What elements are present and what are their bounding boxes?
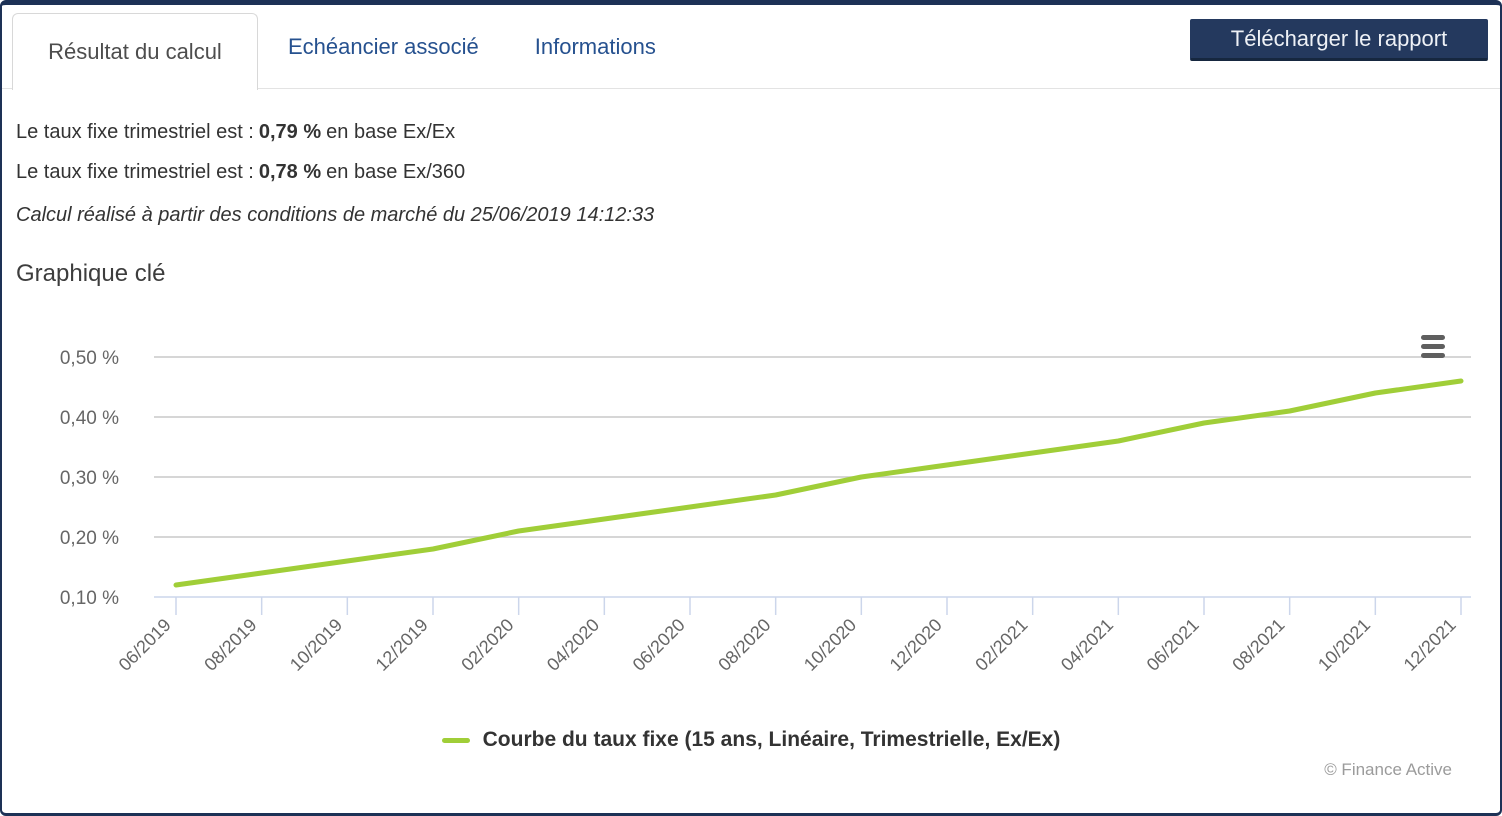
chart-context-menu-button[interactable] — [1421, 335, 1445, 358]
x-axis-label: 06/2021 — [1143, 615, 1203, 675]
rate-chart: 0,10 % 0,20 % 0,30 % 0,40 % 0,50 % 06/2019 08/… — [28, 320, 1474, 782]
x-axis-label: 08/2021 — [1228, 615, 1288, 675]
result-content: Le taux fixe trimestriel est :0,79 % en b… — [2, 121, 1500, 782]
x-axis-label: 10/2019 — [286, 615, 346, 675]
x-axis-label: 10/2020 — [800, 615, 860, 675]
tab-echeancier-associe[interactable]: Echéancier associé — [260, 5, 507, 89]
x-axis-label: 12/2019 — [372, 615, 432, 675]
x-axis-label: 02/2020 — [457, 615, 517, 675]
rate-prefix: Le taux fixe trimestriel est : — [16, 121, 254, 143]
rate-value: 0,78 % — [258, 161, 322, 183]
tab-resultat-du-calcul[interactable]: Résultat du calcul — [12, 13, 258, 90]
legend-label: Courbe du taux fixe (15 ans, Linéaire, T… — [482, 728, 1061, 751]
y-axis-label: 0,20 % — [60, 528, 119, 549]
y-axis-label: 0,40 % — [60, 408, 119, 429]
download-report-button[interactable]: Télécharger le rapport — [1190, 19, 1488, 61]
x-axis-label: 04/2021 — [1057, 615, 1117, 675]
hamburger-icon — [1421, 335, 1445, 340]
chart-legend-item[interactable]: Courbe du taux fixe (15 ans, Linéaire, T… — [28, 728, 1474, 752]
tab-informations[interactable]: Informations — [507, 5, 684, 89]
chart-credits[interactable]: © Finance Active — [1324, 760, 1452, 779]
rate-suffix: en base Ex/Ex — [326, 121, 456, 143]
rate-prefix: Le taux fixe trimestriel est : — [16, 161, 254, 183]
x-axis-label: 06/2019 — [115, 615, 175, 675]
tab-label: Echéancier associé — [288, 34, 479, 59]
y-axis-label: 0,30 % — [60, 468, 119, 489]
rate-suffix: en base Ex/360 — [326, 161, 466, 183]
fixed-rate-line-exex: Le taux fixe trimestriel est :0,79 % en b… — [16, 121, 1486, 144]
x-axis-label: 08/2020 — [714, 615, 774, 675]
rate-curve-line — [173, 378, 1464, 588]
market-conditions-note: Calcul réalisé à partir des conditions d… — [16, 204, 655, 226]
rate-chart-svg: 0,10 % 0,20 % 0,30 % 0,40 % 0,50 % 06/2019 08/… — [60, 348, 1471, 675]
x-axis-label: 12/2021 — [1400, 615, 1460, 675]
tab-label: Informations — [534, 34, 656, 59]
x-axis-label: 06/2020 — [629, 615, 689, 675]
x-axis-label: 08/2019 — [200, 615, 260, 675]
x-axis-label: 04/2020 — [543, 615, 603, 675]
hamburger-icon — [1421, 353, 1445, 358]
x-axis-label: 02/2021 — [971, 615, 1031, 675]
chart-section-title: Graphique clé — [16, 260, 166, 287]
tab-bar: Résultat du calcul Echéancier associé In… — [2, 5, 1500, 90]
y-axis-label: 0,10 % — [60, 588, 119, 609]
y-axis-label: 0,50 % — [60, 348, 119, 369]
tab-label: Résultat du calcul — [48, 39, 222, 64]
legend-line-swatch — [441, 737, 470, 743]
rate-value: 0,79 % — [258, 121, 322, 143]
x-axis-label: 12/2020 — [886, 615, 946, 675]
x-axis-label: 10/2021 — [1314, 615, 1374, 675]
hamburger-icon — [1421, 344, 1445, 349]
fixed-rate-line-ex360: Le taux fixe trimestriel est :0,78 % en b… — [16, 161, 1486, 184]
